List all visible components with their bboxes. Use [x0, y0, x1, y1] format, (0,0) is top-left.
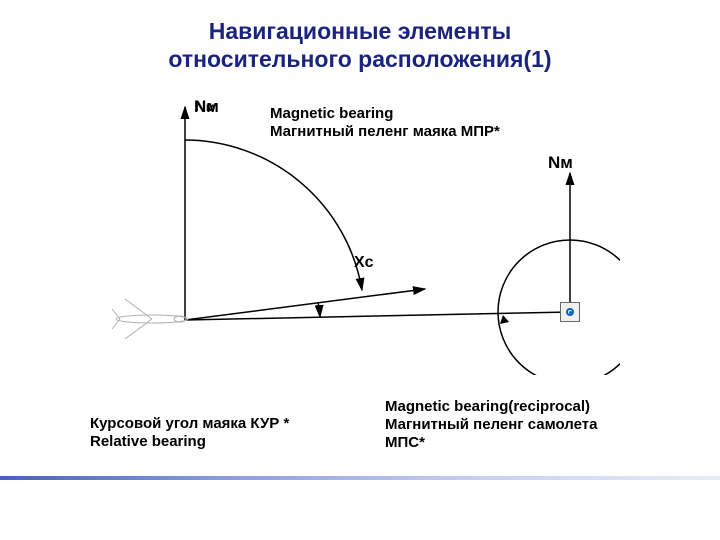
bearing-diagram: Nм Nм Nм Magnetic bearing Магнитный пеле…: [100, 95, 620, 375]
footer-divider: [0, 476, 720, 480]
nm-left-text: Nм: [194, 97, 219, 117]
nm-right-text: Nм: [548, 153, 573, 173]
beacon-icon: [560, 302, 580, 322]
title-line-2: относительного расположения(1): [168, 46, 551, 72]
aircraft-icon: [110, 295, 195, 348]
title-line-1: Навигационные элементы: [209, 18, 512, 44]
label-xc: Xc: [354, 253, 374, 272]
label-magnetic-bearing: Magnetic bearing Магнитный пеленг маяка …: [270, 105, 500, 141]
slide-title: Навигационные элементы относительного ра…: [0, 0, 720, 73]
label-reciprocal-bearing: Magnetic bearing(reciprocal) Магнитный п…: [385, 398, 597, 452]
label-relative-bearing: Курсовой угол маяка КУР * Relative beari…: [90, 415, 289, 451]
